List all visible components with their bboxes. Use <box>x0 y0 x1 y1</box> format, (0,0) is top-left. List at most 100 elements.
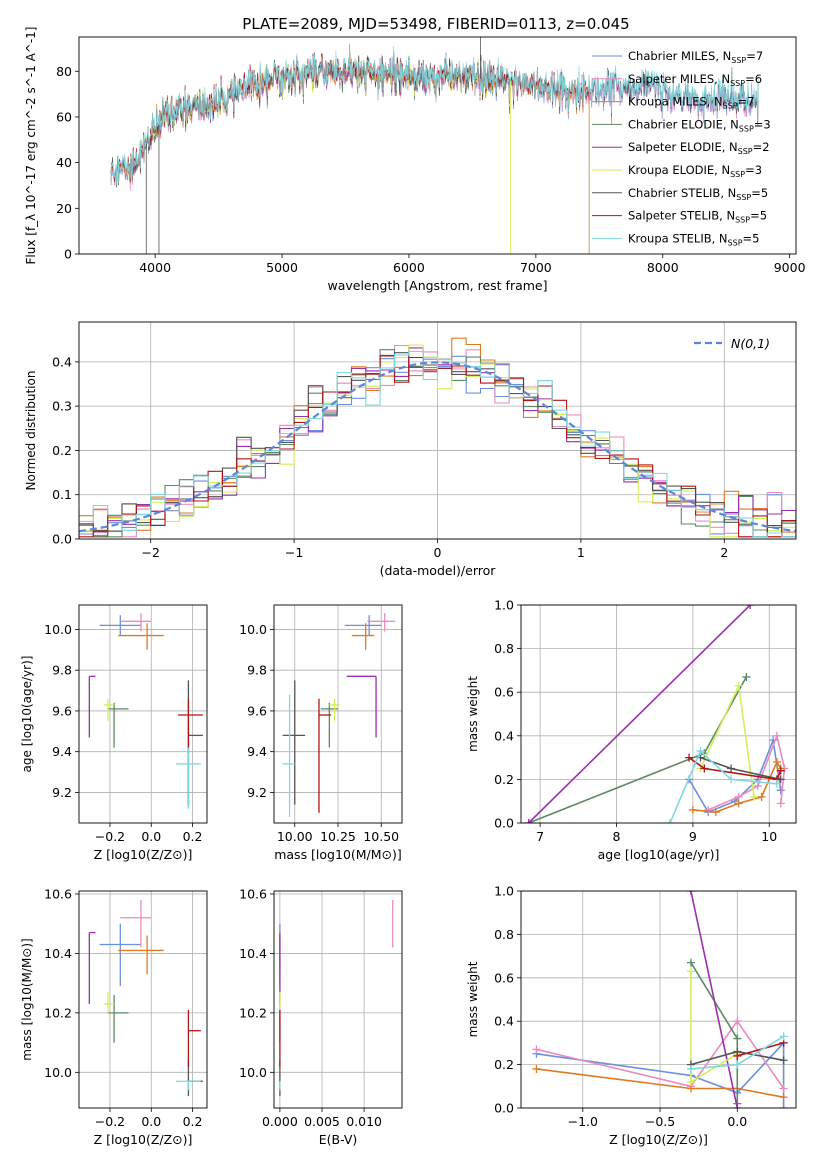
x-tick-label: −0.2 <box>95 1114 125 1129</box>
mass-weight-marker <box>772 779 781 788</box>
figure-title: PLATE=2089, MJD=53498, FIBERID=0113, z=0… <box>242 15 629 33</box>
mass-weight-line <box>700 756 781 781</box>
y-axis-label: mass weight <box>466 961 480 1037</box>
plots-layer: 4000 5000 6000 7000 8000 9000020406080wavelen… <box>20 27 806 1147</box>
x-tick-label: −0.5 <box>645 1114 675 1129</box>
x-tick-label: 7000 <box>520 260 552 275</box>
mass-weight-line <box>688 737 782 814</box>
mass-weight-marker <box>700 764 709 773</box>
y-tick-label: 9.4 <box>52 744 72 759</box>
y-tick-label: 9.6 <box>52 703 72 718</box>
mass-vs-ebv-panel: 0.000 0.005 0.010 10.0 10.2 10.4 10.6 E(B-V) <box>239 886 403 1147</box>
x-tick-label: 0.0 <box>141 1114 161 1129</box>
x-tick-label: 9 <box>689 829 697 844</box>
y-tick-label: 0.0 <box>52 532 72 547</box>
y-tick-label: 0.4 <box>494 1014 514 1029</box>
mass-weight-marker <box>772 757 781 766</box>
spectrum-line <box>110 52 590 186</box>
y-tick-label: 10.0 <box>44 1065 72 1080</box>
mass-weight-marker <box>734 681 743 690</box>
x-tick-label: 10 <box>761 829 777 844</box>
y-axis-label: Normed distribution <box>24 371 38 491</box>
mass-weight-marker <box>688 805 697 814</box>
x-tick-label: 2 <box>720 545 728 560</box>
mass-weight-marker <box>749 792 758 801</box>
legend-label: Salpeter ELODIE, NSSP=2 <box>628 140 770 156</box>
x-tick-label: 0.2 <box>183 829 203 844</box>
spectrum-panel: 4000 5000 6000 7000 8000 9000 0 20 40 60 80 wavelen… <box>24 27 806 293</box>
x-tick-label: 8000 <box>647 260 679 275</box>
massweight-vs-age-panel: 7 8 9 10 0.0 0.2 0.4 0.6 0.8 1.0 age [log10(age/yr… <box>466 598 797 862</box>
residuals-panel: −2 −1 0 1 2 0.0 0.1 0.2 0.3 0.4 (data-model)/error… <box>24 321 797 578</box>
y-tick-label: 0.0 <box>494 816 514 831</box>
x-tick-label: 0.010 <box>346 1114 382 1129</box>
x-axis-label: E(B-V) <box>319 1132 358 1147</box>
x-tick-label: 0 <box>434 545 442 560</box>
mass-weight-marker <box>772 731 781 740</box>
legend-label: Kroupa STELIB, NSSP=5 <box>628 231 759 247</box>
mass-weight-marker <box>686 1077 695 1086</box>
y-tick-label: 10.0 <box>239 1065 267 1080</box>
mass-weight-line <box>536 1068 784 1098</box>
mass-weight-marker <box>524 819 533 823</box>
axes-frame <box>78 36 797 255</box>
y-axis-label: age [log10(age/yr)] <box>20 656 34 773</box>
y-tick-label: 9.8 <box>52 663 72 678</box>
residuals-steps <box>79 337 796 538</box>
x-tick-label: −0.2 <box>95 829 125 844</box>
x-tick-label: 10.00 <box>277 829 313 844</box>
mass-weight-marker <box>779 1104 788 1108</box>
legend-label: N(0,1) <box>731 336 770 351</box>
y-tick-label: 1.0 <box>494 598 514 613</box>
y-tick-label: 0.2 <box>52 443 72 458</box>
mass-weight-marker <box>776 766 785 775</box>
y-tick-label: 9.8 <box>247 663 267 678</box>
age-vs-Z-panel: −0.2 0.0 0.2 9.2 9.4 9.6 9.8 10.0 Z [log10(Z/Z⊙)… <box>20 604 208 862</box>
x-tick-label: 0.0 <box>727 1114 747 1129</box>
mass-weight-marker <box>733 1104 742 1108</box>
y-tick-label: 0.4 <box>52 354 72 369</box>
y-tick-label: 0.6 <box>494 970 514 985</box>
y-tick-label: 1.0 <box>494 884 514 899</box>
y-tick-label: 20 <box>56 201 72 216</box>
mass-weight-marker <box>665 819 674 823</box>
spectrum-lines <box>110 37 759 254</box>
mass-weight-line <box>688 756 782 781</box>
x-tick-label: 6000 <box>393 260 425 275</box>
x-tick-label: 10.50 <box>363 829 399 844</box>
y-tick-label: 60 <box>56 109 72 124</box>
y-tick-label: 10.6 <box>239 886 267 901</box>
mass-weight-marker <box>685 753 694 762</box>
y-tick-label: 0.8 <box>494 927 514 942</box>
mass-weight-marker <box>733 1051 742 1060</box>
mass-weight-line <box>536 1019 785 1089</box>
mass-weight-marker <box>733 1034 742 1043</box>
mass-weight-marker <box>742 672 751 681</box>
mass-weight-marker <box>776 799 785 808</box>
x-tick-label: −1.0 <box>568 1114 598 1129</box>
x-axis-label: Z [log10(Z/Z⊙)] <box>94 1132 193 1147</box>
mass-weight-line <box>528 605 751 823</box>
y-tick-label: 0.8 <box>494 641 514 656</box>
mass-weight-marker <box>686 967 695 976</box>
x-tick-label: 0.005 <box>304 1114 340 1129</box>
y-tick-label: 9.2 <box>52 785 72 800</box>
y-tick-label: 40 <box>56 155 72 170</box>
mass-weight-marker <box>776 786 785 795</box>
x-axis-label: Z [log10(Z/Z⊙)] <box>609 1132 708 1147</box>
y-tick-label: 9.6 <box>247 703 267 718</box>
legend-label: Salpeter MILES, NSSP=6 <box>628 72 762 88</box>
axes-frame <box>78 604 208 824</box>
x-tick-label: 4000 <box>139 260 171 275</box>
mass-weight-marker <box>696 747 705 756</box>
y-axis-label: mass weight <box>466 676 480 752</box>
mass-weight-marker <box>733 1060 742 1069</box>
y-tick-label: 0.6 <box>494 685 514 700</box>
y-tick-label: 10.0 <box>44 622 72 637</box>
mass-weight-marker <box>532 1045 541 1054</box>
y-axis-label: Flux [f_λ 10^-17 erg cm^-2 s^-1 A^-1] <box>24 27 38 265</box>
mass-weight-marker <box>704 805 713 814</box>
x-tick-label: 7 <box>536 829 544 844</box>
y-tick-label: 0 <box>64 247 72 262</box>
mass-weight-line <box>690 962 739 1104</box>
